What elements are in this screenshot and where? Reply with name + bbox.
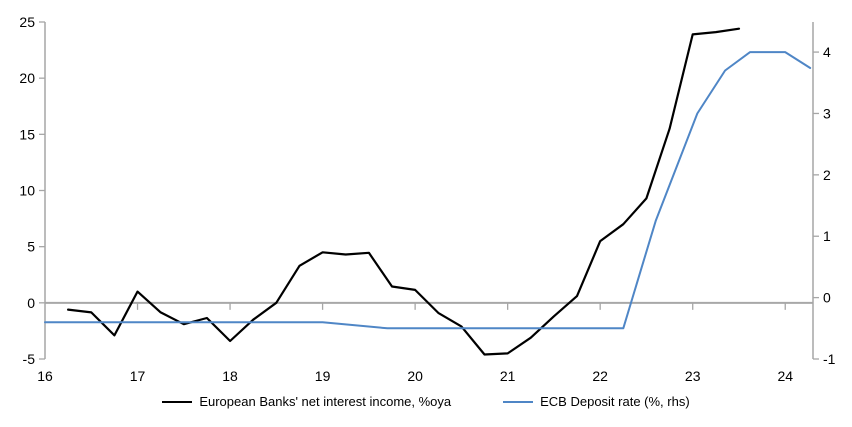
legend-line-sample-blue [503,400,534,403]
x-axis-tick-label: 19 [315,368,331,384]
left-axis-tick-label: 0 [27,295,35,311]
left-axis-tick-label: 5 [27,239,35,255]
x-axis-tick-label: 22 [592,368,608,384]
legend-line-sample-black [162,400,193,403]
legend-item-ecb-deposit-rate: ECB Deposit rate (%, rhs) [503,394,690,409]
legend-label-nii: European Banks' net interest income, %oy… [199,394,452,409]
series-line-net-interest-income [66,27,741,356]
series-line-ecb-deposit-rate [44,51,812,330]
x-axis-tick-label: 24 [777,368,793,384]
x-axis-tick-label: 16 [37,368,53,384]
legend-label-ecb-deposit-rate: ECB Deposit rate (%, rhs) [540,394,690,409]
right-axis-tick-label: 2 [823,167,831,183]
right-axis-tick-label: 3 [823,105,831,121]
right-axis-tick-label: 4 [823,44,831,60]
left-axis-tick-label: 25 [19,14,35,30]
right-axis-tick-label: -1 [823,351,836,367]
right-axis-tick-label: 0 [823,290,831,306]
left-axis-tick-label: 15 [19,126,35,142]
left-axis-tick-label: -5 [23,351,36,367]
right-axis-tick-label: 1 [823,228,831,244]
x-axis-tick-label: 23 [685,368,701,384]
x-axis-tick-label: 20 [407,368,423,384]
x-axis-tick-label: 18 [222,368,238,384]
x-axis-tick-label: 17 [130,368,146,384]
left-axis-tick-label: 20 [19,70,35,86]
x-axis-tick-label: 21 [500,368,516,384]
left-axis-tick-label: 10 [19,183,35,199]
legend-item-nii: European Banks' net interest income, %oy… [162,394,451,409]
chart-legend: European Banks' net interest income, %oy… [0,394,852,409]
